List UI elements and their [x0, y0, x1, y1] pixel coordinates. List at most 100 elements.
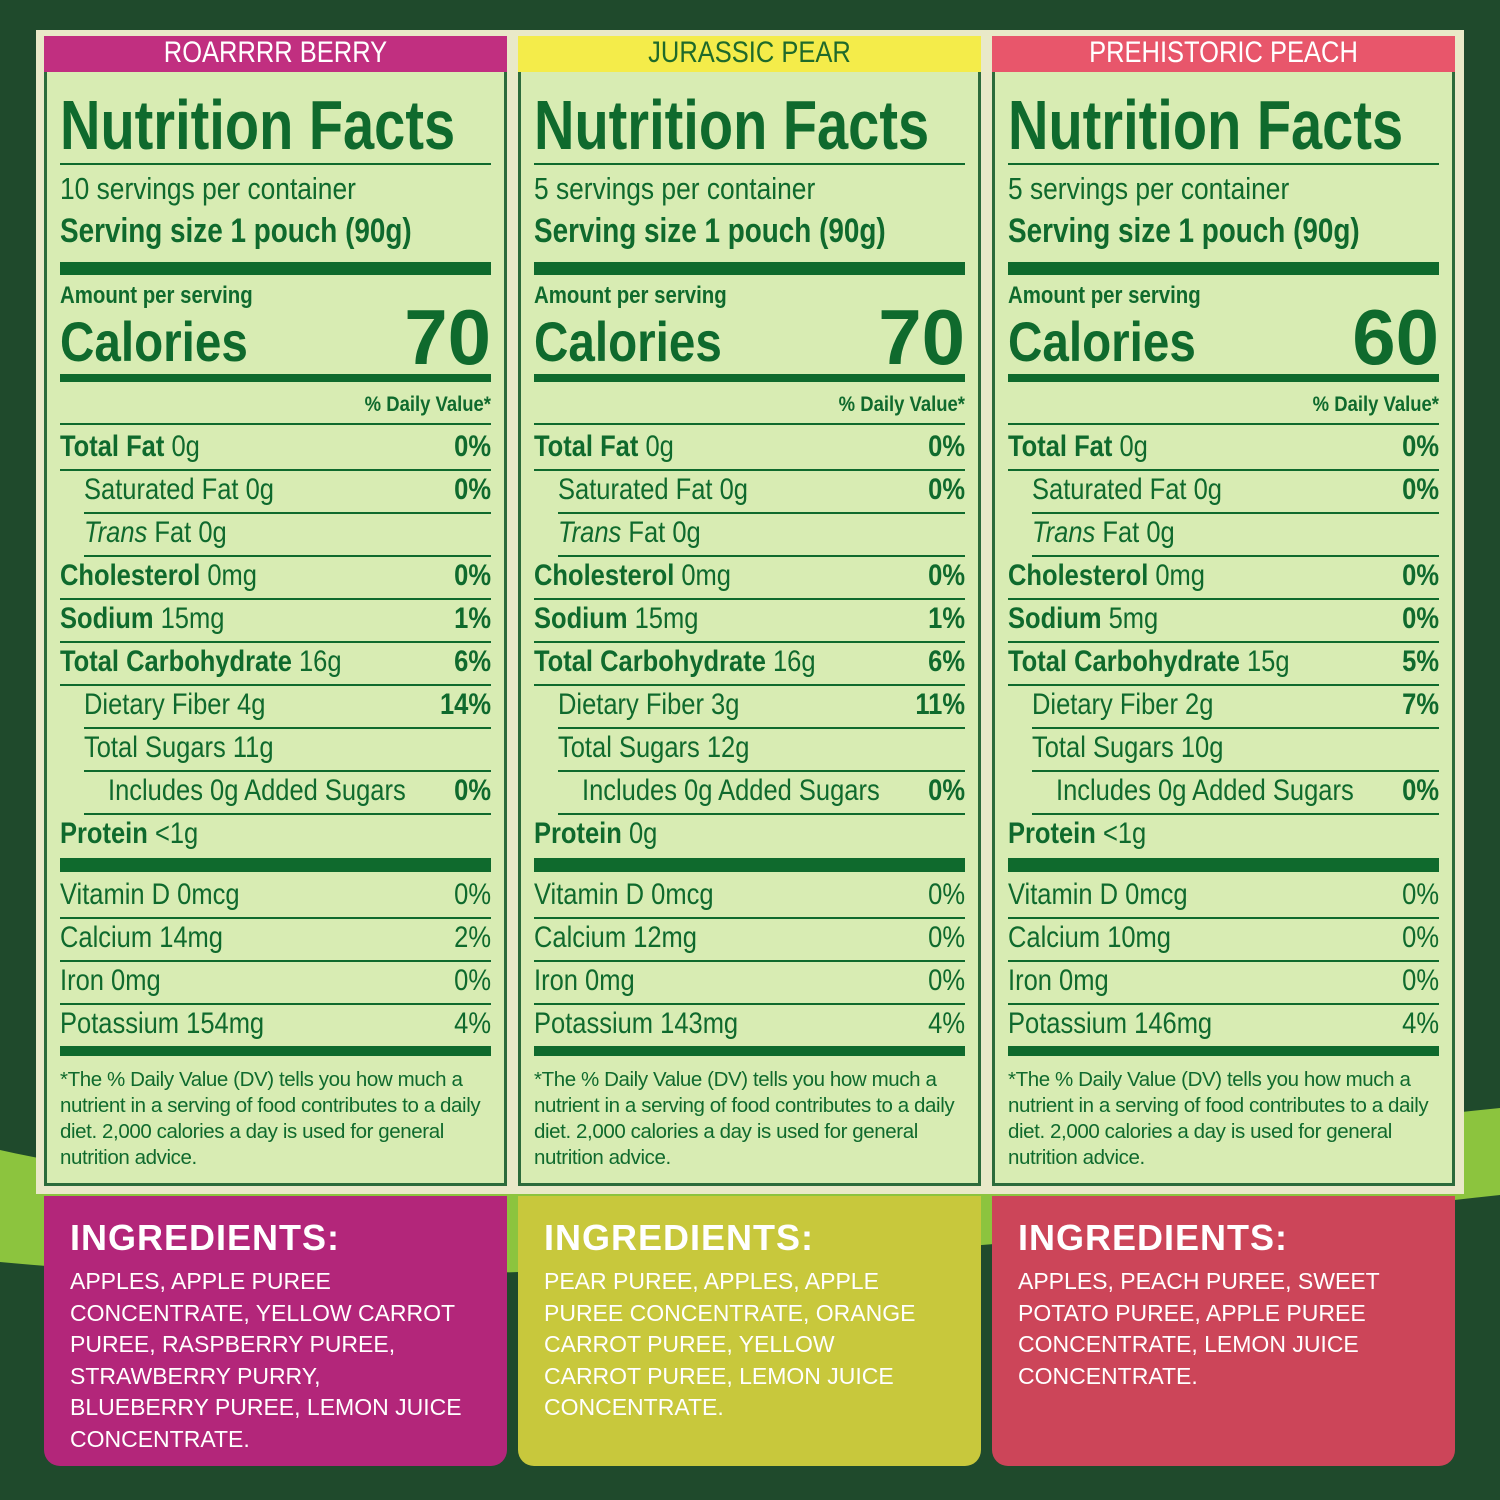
rule: [534, 684, 965, 686]
nutrient-amount: 0g: [645, 430, 674, 463]
nutrient-row: Total Sugars 10g: [1032, 733, 1223, 763]
nutrient-amount: 4g: [237, 688, 266, 721]
nutrient-amount: 0g: [719, 473, 748, 506]
nutrient-name: Includes 0g Added Sugars: [1056, 774, 1354, 807]
thick-rule: [1008, 262, 1439, 275]
nutrient-amount: 0g: [1146, 516, 1175, 549]
nutrient-dv: 0%: [928, 559, 965, 592]
nutrient-amount: 0mg: [1155, 559, 1205, 592]
nutrient-dv: 0%: [928, 473, 965, 506]
nutrient-name: Total Fat: [60, 430, 165, 463]
nutrient-dv: 0%: [454, 774, 491, 807]
nutrient-name: Protein: [60, 817, 148, 850]
rule: [558, 512, 965, 514]
nutrient-amount: 15mg: [160, 602, 225, 635]
nutrient-name: Protein: [1008, 817, 1096, 850]
rule: [1008, 163, 1439, 165]
vitamin-amount: 143mg: [660, 1007, 739, 1040]
vitamin-row: Calcium 10mg: [1008, 923, 1171, 953]
nutrient-amount: <1g: [1102, 817, 1147, 850]
rule: [84, 813, 491, 815]
footnote: *The % Daily Value (DV) tells you how mu…: [534, 1068, 955, 1169]
nutrient-row: Saturated Fat 0g: [84, 475, 274, 505]
nutrient-amount: 15mg: [634, 602, 699, 635]
nutrient-row: Sodium 15mg: [534, 604, 698, 634]
vitamin-row: Iron 0mg: [1008, 966, 1109, 996]
nutrient-row: Trans Fat 0g: [558, 518, 701, 548]
nutrient-name: Saturated Fat: [1032, 473, 1187, 506]
nutrient-row: Includes 0g Added Sugars: [1056, 776, 1354, 806]
vitamin-row: Potassium 146mg: [1008, 1009, 1212, 1039]
servings: 5 servings per container: [534, 171, 816, 206]
nutrient-name: Saturated Fat: [558, 473, 713, 506]
nutrient-dv: 5%: [1402, 645, 1439, 678]
thick-rule: [60, 262, 491, 275]
vitamin-name: Calcium: [60, 921, 153, 954]
vitamin-dv: 0%: [928, 878, 965, 911]
nutrient-name: Protein: [534, 817, 622, 850]
rule: [60, 469, 491, 471]
rule: [1008, 469, 1439, 471]
serving-size: Serving size 1 pouch (90g): [534, 212, 886, 250]
nutrient-row: Dietary Fiber 2g: [1032, 690, 1213, 720]
nutrient-amount: 0mg: [207, 559, 257, 592]
rule: [1032, 770, 1439, 772]
rule: [60, 423, 491, 425]
nutrient-name: Dietary Fiber: [558, 688, 704, 721]
nutrient-row: Total Fat 0g: [1008, 432, 1148, 462]
vitamin-amount: 146mg: [1134, 1007, 1213, 1040]
rule: [84, 512, 491, 514]
servings: 10 servings per container: [60, 171, 356, 206]
daily-value-label: % Daily Value*: [838, 393, 965, 416]
rule: [60, 960, 491, 962]
vitamin-amount: 0mcg: [651, 878, 714, 911]
rule: [534, 641, 965, 643]
ingredients-text: APPLES, APPLE PUREE CONCENTRATE, YELLOW …: [70, 1268, 462, 1452]
rule: [84, 770, 491, 772]
rule: [84, 555, 491, 557]
nutrient-amount: 0g: [245, 473, 274, 506]
flavor-bar: [992, 36, 1455, 72]
rule: [558, 770, 965, 772]
nutrient-name: Fat: [628, 516, 666, 549]
nutrient-dv: 0%: [1402, 559, 1439, 592]
nutrient-row: Saturated Fat 0g: [558, 475, 748, 505]
nutrient-amount: 2g: [1185, 688, 1214, 721]
rule: [534, 917, 965, 919]
thick-rule: [1008, 858, 1439, 872]
vitamin-dv: 4%: [1402, 1007, 1439, 1040]
vitamin-row: Calcium 14mg: [60, 923, 223, 953]
nutrient-amount: 0g: [628, 817, 658, 850]
rule: [534, 469, 965, 471]
vitamin-name: Vitamin D: [1008, 878, 1119, 911]
rule: [558, 813, 965, 815]
nutrient-row: Total Carbohydrate 16g: [60, 647, 342, 677]
nutrient-row: Cholesterol 0mg: [534, 561, 731, 591]
vitamin-amount: 0mg: [1059, 964, 1109, 997]
servings: 5 servings per container: [1008, 171, 1290, 206]
ingredients-box: [992, 1196, 1455, 1466]
ingredients-label: INGREDIENTS:: [544, 1217, 815, 1258]
nutrient-name: Sodium: [60, 602, 154, 635]
nutrient-name: Total Fat: [1008, 430, 1113, 463]
vitamin-row: Potassium 143mg: [534, 1009, 738, 1039]
nutrient-row: Total Fat 0g: [60, 432, 200, 462]
nutrient-dv: 0%: [928, 430, 965, 463]
rule: [1008, 598, 1439, 600]
nutrient-amount: 0g: [171, 430, 200, 463]
rule: [1008, 1003, 1439, 1005]
rule: [1032, 813, 1439, 815]
nutrient-dv: 0%: [454, 473, 491, 506]
nutrient-row: Cholesterol 0mg: [1008, 561, 1205, 591]
medium-rule: [534, 1046, 965, 1056]
rule: [534, 598, 965, 600]
vitamin-amount: 10mg: [1107, 921, 1171, 954]
flavor-bar: [44, 36, 507, 72]
vitamin-row: Vitamin D 0mcg: [60, 880, 240, 910]
title: Nutrition Facts: [60, 86, 456, 164]
rule: [534, 960, 965, 962]
title: Nutrition Facts: [534, 86, 930, 164]
flavor-bar: [518, 36, 981, 72]
vitamin-dv: 2%: [454, 921, 491, 954]
